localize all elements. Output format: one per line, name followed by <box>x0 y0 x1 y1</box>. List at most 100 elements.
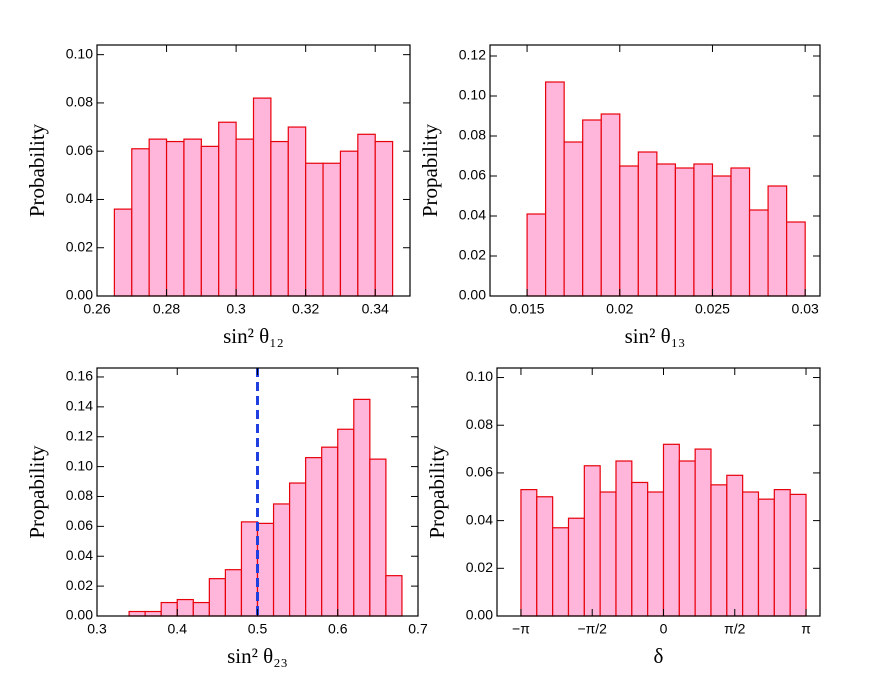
y-axis-label: Probability <box>25 123 49 217</box>
x-axis-label: δ <box>654 644 664 668</box>
y-tick-label: 0.00 <box>66 287 93 303</box>
y-tick-label: 0.16 <box>66 368 93 384</box>
x-axis-label: sin² θ₂₃ <box>227 644 288 668</box>
y-tick-label: 0.02 <box>66 577 93 593</box>
bar <box>287 126 307 297</box>
bar <box>552 527 570 617</box>
y-axis-label: Propability <box>25 445 49 539</box>
bar <box>619 165 639 297</box>
y-tick-label: 0.08 <box>466 416 493 432</box>
bar <box>322 162 342 297</box>
x-tick-label: π/2 <box>724 621 746 637</box>
y-tick-label: 0.10 <box>66 457 93 473</box>
x-tick-label: 0 <box>660 621 668 637</box>
bar <box>200 145 220 297</box>
y-tick-label: 0.10 <box>66 45 93 61</box>
bar <box>183 138 202 297</box>
bar <box>582 119 602 297</box>
bar <box>240 521 259 617</box>
x-tick-label: 0.025 <box>695 301 730 317</box>
bar <box>235 138 255 297</box>
bar <box>600 113 621 297</box>
x-tick-label: 0.03 <box>792 301 819 317</box>
bar <box>637 151 658 297</box>
bar <box>218 121 237 297</box>
y-tick-label: 0.14 <box>66 398 93 414</box>
y-axis-label: Propability <box>425 445 449 539</box>
bar <box>305 457 323 617</box>
x-tick-label: 0.3 <box>226 301 246 317</box>
bar <box>710 484 728 617</box>
y-tick-label: 0.04 <box>66 190 93 206</box>
y-tick-label: 0.02 <box>66 238 93 254</box>
bar <box>563 141 584 297</box>
bar <box>144 610 162 617</box>
x-tick-label: 0.4 <box>168 621 188 637</box>
x-tick-label: 0.7 <box>408 621 428 637</box>
bar <box>694 448 712 617</box>
bar <box>786 221 806 297</box>
bar <box>742 491 760 617</box>
x-tick-label: 0.6 <box>328 621 348 637</box>
bar <box>128 610 146 617</box>
y-tick-label: 0.00 <box>459 287 486 303</box>
bar <box>789 493 807 617</box>
y-tick-label: 0.08 <box>66 94 93 110</box>
x-tick-label: 0.34 <box>362 301 389 317</box>
x-axis-label: sin² θ₁₂ <box>223 324 284 348</box>
bar <box>353 398 371 617</box>
y-tick-label: 0.00 <box>66 607 93 623</box>
bar <box>252 97 272 297</box>
bar <box>678 460 696 617</box>
bar <box>615 460 633 617</box>
bar <box>647 491 665 617</box>
plot-frame <box>96 44 411 297</box>
bar <box>631 481 649 617</box>
y-tick-label: 0.10 <box>466 368 493 384</box>
y-tick-label: 0.02 <box>466 559 493 575</box>
y-tick-label: 0.10 <box>459 87 486 103</box>
bar <box>208 578 227 617</box>
bar <box>160 601 178 617</box>
bar <box>757 498 775 617</box>
bar <box>256 522 275 617</box>
bar <box>730 167 751 297</box>
x-tick-label: 0.26 <box>83 301 110 317</box>
y-tick-label: 0.08 <box>459 127 486 143</box>
bar <box>545 81 565 297</box>
bar <box>131 148 150 297</box>
bar <box>305 162 324 297</box>
bar <box>270 140 289 297</box>
y-tick-label: 0.02 <box>459 247 486 263</box>
bar <box>726 474 744 617</box>
bar <box>148 138 168 297</box>
y-tick-label: 0.04 <box>459 207 486 223</box>
bar <box>357 133 376 297</box>
y-tick-label: 0.00 <box>466 607 493 623</box>
bar <box>711 175 732 297</box>
bar <box>773 489 791 617</box>
bar <box>526 213 547 297</box>
bar <box>385 575 403 617</box>
bar <box>374 140 394 297</box>
bar <box>339 150 359 297</box>
plot-frame <box>489 44 821 297</box>
bar <box>599 491 617 617</box>
y-tick-label: 0.12 <box>459 47 486 63</box>
x-tick-label: −π <box>512 621 530 637</box>
bar <box>176 598 194 617</box>
bar <box>748 209 769 297</box>
x-tick-label: 0.5 <box>248 621 268 637</box>
bar <box>520 489 538 617</box>
bar <box>113 208 133 297</box>
x-tick-label: 0.28 <box>153 301 180 317</box>
bar <box>289 482 307 617</box>
bar <box>272 503 291 617</box>
x-tick-label: 0.32 <box>292 301 319 317</box>
bar <box>662 443 680 617</box>
bar <box>693 163 714 297</box>
x-tick-label: 0.02 <box>606 301 633 317</box>
bar <box>583 465 601 617</box>
y-tick-label: 0.06 <box>66 142 93 158</box>
bar <box>321 446 339 617</box>
